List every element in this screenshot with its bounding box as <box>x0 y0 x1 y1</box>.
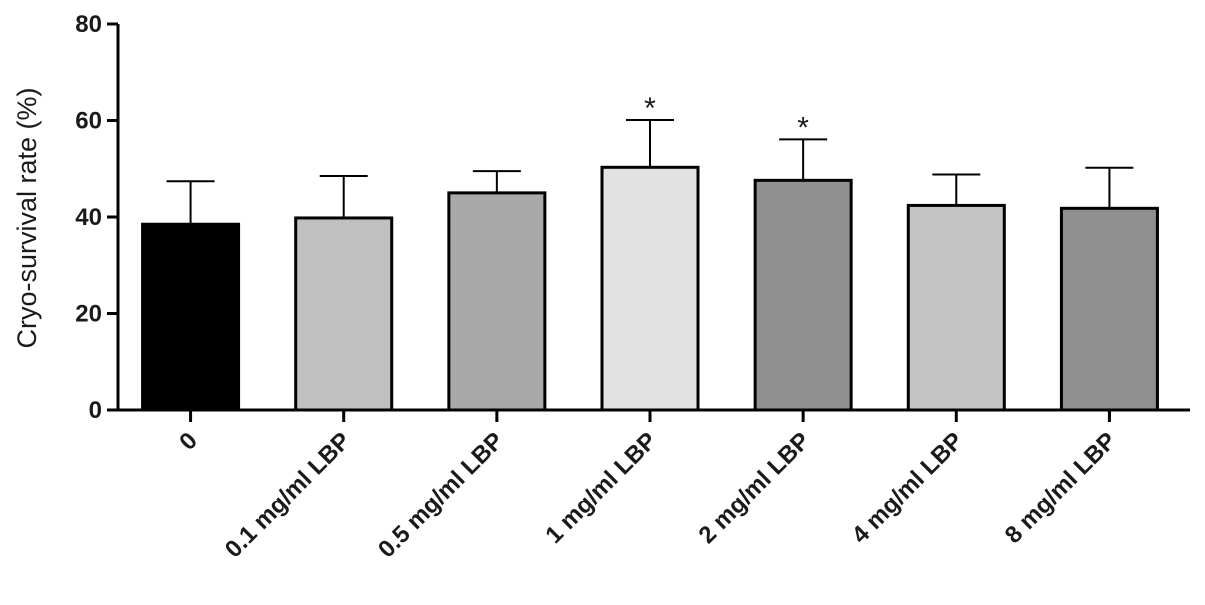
bar-4 <box>753 178 853 412</box>
x-tick-label: 0 <box>174 427 203 456</box>
x-tick-label: 8 mg/ml LBP <box>1000 427 1122 549</box>
y-tick-label: 80 <box>75 11 102 38</box>
y-tick-label: 0 <box>89 397 102 424</box>
bar-0 <box>141 222 241 412</box>
y-axis-label: Cryo-survival rate (%) <box>12 87 42 348</box>
significance-marker-3: * <box>644 92 656 125</box>
y-tick-label: 60 <box>75 108 102 135</box>
bar-1 <box>294 216 394 412</box>
x-axis: 0 0.1 mg/ml LBP 0.5 mg/ml LBP 1 mg/ml LBP 2 … <box>116 408 1190 563</box>
x-tick-label: 0.5 mg/ml LBP <box>373 427 509 563</box>
y-tick-label: 20 <box>75 301 102 328</box>
x-tick-label: 4 mg/ml LBP <box>847 427 969 549</box>
bars-group <box>141 165 1159 412</box>
significance-markers-group: ** <box>644 92 809 144</box>
x-tick-label: 2 mg/ml LBP <box>694 427 816 549</box>
y-axis: 0 20 40 60 80 <box>75 11 120 424</box>
bar-5 <box>906 203 1006 412</box>
bar-3 <box>600 165 700 412</box>
y-tick-label: 40 <box>75 204 102 231</box>
significance-marker-4: * <box>797 111 809 144</box>
bar-6 <box>1059 206 1159 412</box>
error-bars-group <box>166 119 1134 225</box>
x-tick-label: 0.1 mg/ml LBP <box>220 427 356 563</box>
x-tick-label: 1 mg/ml LBP <box>540 427 662 549</box>
bar-2 <box>447 191 547 412</box>
